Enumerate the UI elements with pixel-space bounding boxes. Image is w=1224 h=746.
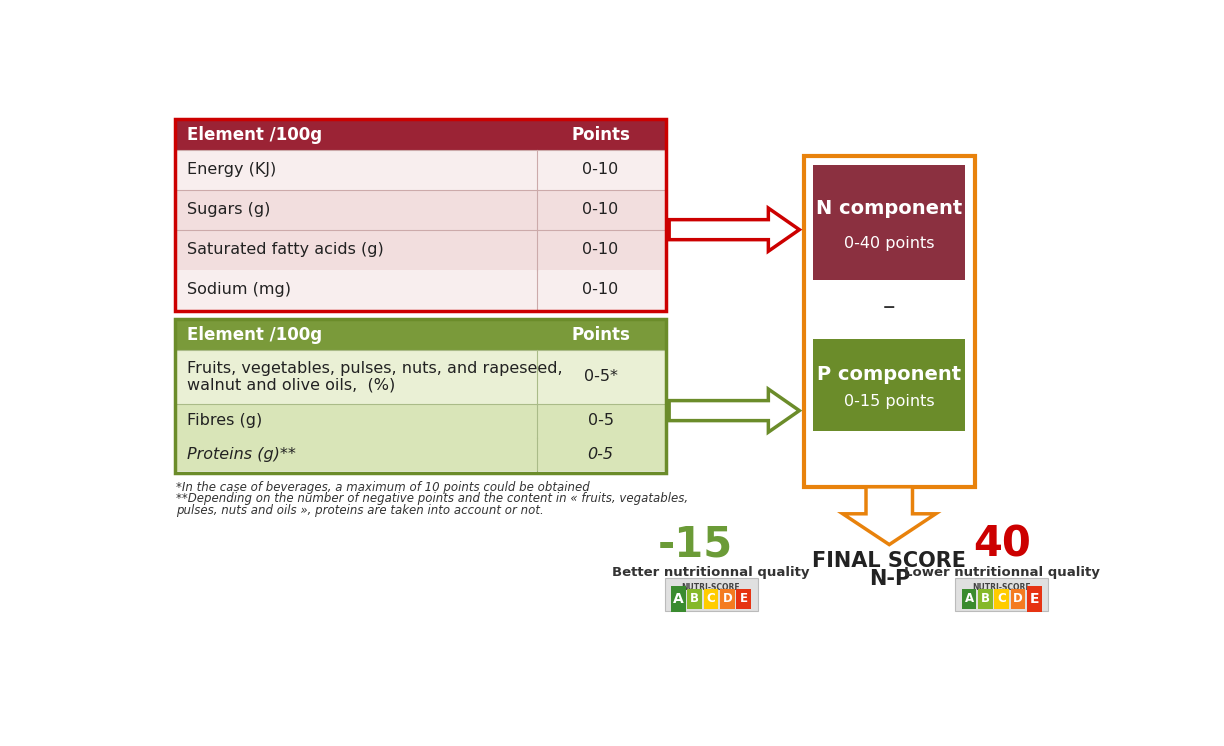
Text: 0-10: 0-10 <box>583 202 618 217</box>
Text: A: A <box>965 592 973 605</box>
Text: Lower nutritionnal quality: Lower nutritionnal quality <box>903 566 1099 579</box>
Bar <box>176 404 665 438</box>
Text: Element /100g: Element /100g <box>187 326 322 344</box>
Text: 0-5*: 0-5* <box>584 369 617 384</box>
Text: Sodium (mg): Sodium (mg) <box>187 282 291 297</box>
Text: 0-40 points: 0-40 points <box>845 236 934 251</box>
Bar <box>176 189 665 230</box>
Text: C: C <box>998 592 1006 605</box>
Text: A: A <box>673 592 684 606</box>
Text: FINAL SCORE: FINAL SCORE <box>813 551 966 571</box>
Bar <box>176 350 665 404</box>
Text: Saturated fatty acids (g): Saturated fatty acids (g) <box>187 242 384 257</box>
Text: -15: -15 <box>659 524 733 565</box>
Text: Fibres (g): Fibres (g) <box>187 413 262 428</box>
Bar <box>813 165 966 280</box>
Bar <box>176 230 665 270</box>
Text: N component: N component <box>816 199 962 219</box>
Text: B: B <box>690 592 699 605</box>
Bar <box>994 589 1009 609</box>
Text: 0-10: 0-10 <box>583 282 618 297</box>
Text: D: D <box>1013 592 1023 605</box>
Bar <box>704 589 718 609</box>
Bar <box>1027 586 1042 612</box>
Bar <box>804 156 974 487</box>
Text: 0-5: 0-5 <box>588 447 613 462</box>
Text: –: – <box>883 295 896 319</box>
Text: 0-15 points: 0-15 points <box>843 395 935 410</box>
Bar <box>688 589 703 609</box>
Text: Better nutritionnal quality: Better nutritionnal quality <box>612 566 810 579</box>
Bar <box>736 589 750 609</box>
Text: Energy (KJ): Energy (KJ) <box>187 162 277 177</box>
Text: N-P: N-P <box>869 569 909 589</box>
Text: D: D <box>722 592 732 605</box>
Bar <box>176 321 665 350</box>
Bar <box>978 589 993 609</box>
Text: **Depending on the number of negative points and the content in « fruits, vegata: **Depending on the number of negative po… <box>176 492 688 505</box>
Bar <box>176 120 665 150</box>
Bar <box>813 339 966 431</box>
Bar <box>176 438 665 471</box>
Polygon shape <box>670 389 799 432</box>
Text: C: C <box>706 592 715 605</box>
Text: 0-5: 0-5 <box>588 413 613 428</box>
Text: P component: P component <box>818 365 961 383</box>
Text: 0-10: 0-10 <box>583 162 618 177</box>
Text: NUTRI-SCORE: NUTRI-SCORE <box>972 583 1031 592</box>
Text: 0-10: 0-10 <box>583 242 618 257</box>
Polygon shape <box>843 487 936 545</box>
Bar <box>955 578 1048 611</box>
Text: NUTRI-SCORE: NUTRI-SCORE <box>682 583 741 592</box>
Text: Fruits, vegetables, pulses, nuts, and rapeseed,
walnut and olive oils,  (%): Fruits, vegetables, pulses, nuts, and ra… <box>187 360 563 393</box>
Bar <box>962 589 977 609</box>
Text: E: E <box>739 592 748 605</box>
Text: *In the case of beverages, a maximum of 10 points could be obtained: *In the case of beverages, a maximum of … <box>176 480 590 494</box>
Text: B: B <box>980 592 990 605</box>
Text: Element /100g: Element /100g <box>187 126 322 144</box>
Text: Sugars (g): Sugars (g) <box>187 202 271 217</box>
Bar <box>665 578 758 611</box>
Bar <box>671 586 685 612</box>
Bar <box>720 589 734 609</box>
Bar <box>176 270 665 310</box>
Text: Proteins (g)**: Proteins (g)** <box>187 447 296 462</box>
Polygon shape <box>670 208 799 251</box>
Text: pulses, nuts and oils », proteins are taken into account or not.: pulses, nuts and oils », proteins are ta… <box>176 504 543 517</box>
Text: E: E <box>1029 592 1039 606</box>
Text: Points: Points <box>572 326 630 344</box>
Bar <box>1011 589 1026 609</box>
Bar <box>175 119 666 311</box>
Text: 40: 40 <box>973 524 1031 565</box>
Bar <box>175 319 666 473</box>
Bar <box>176 150 665 189</box>
Text: Points: Points <box>572 126 630 144</box>
